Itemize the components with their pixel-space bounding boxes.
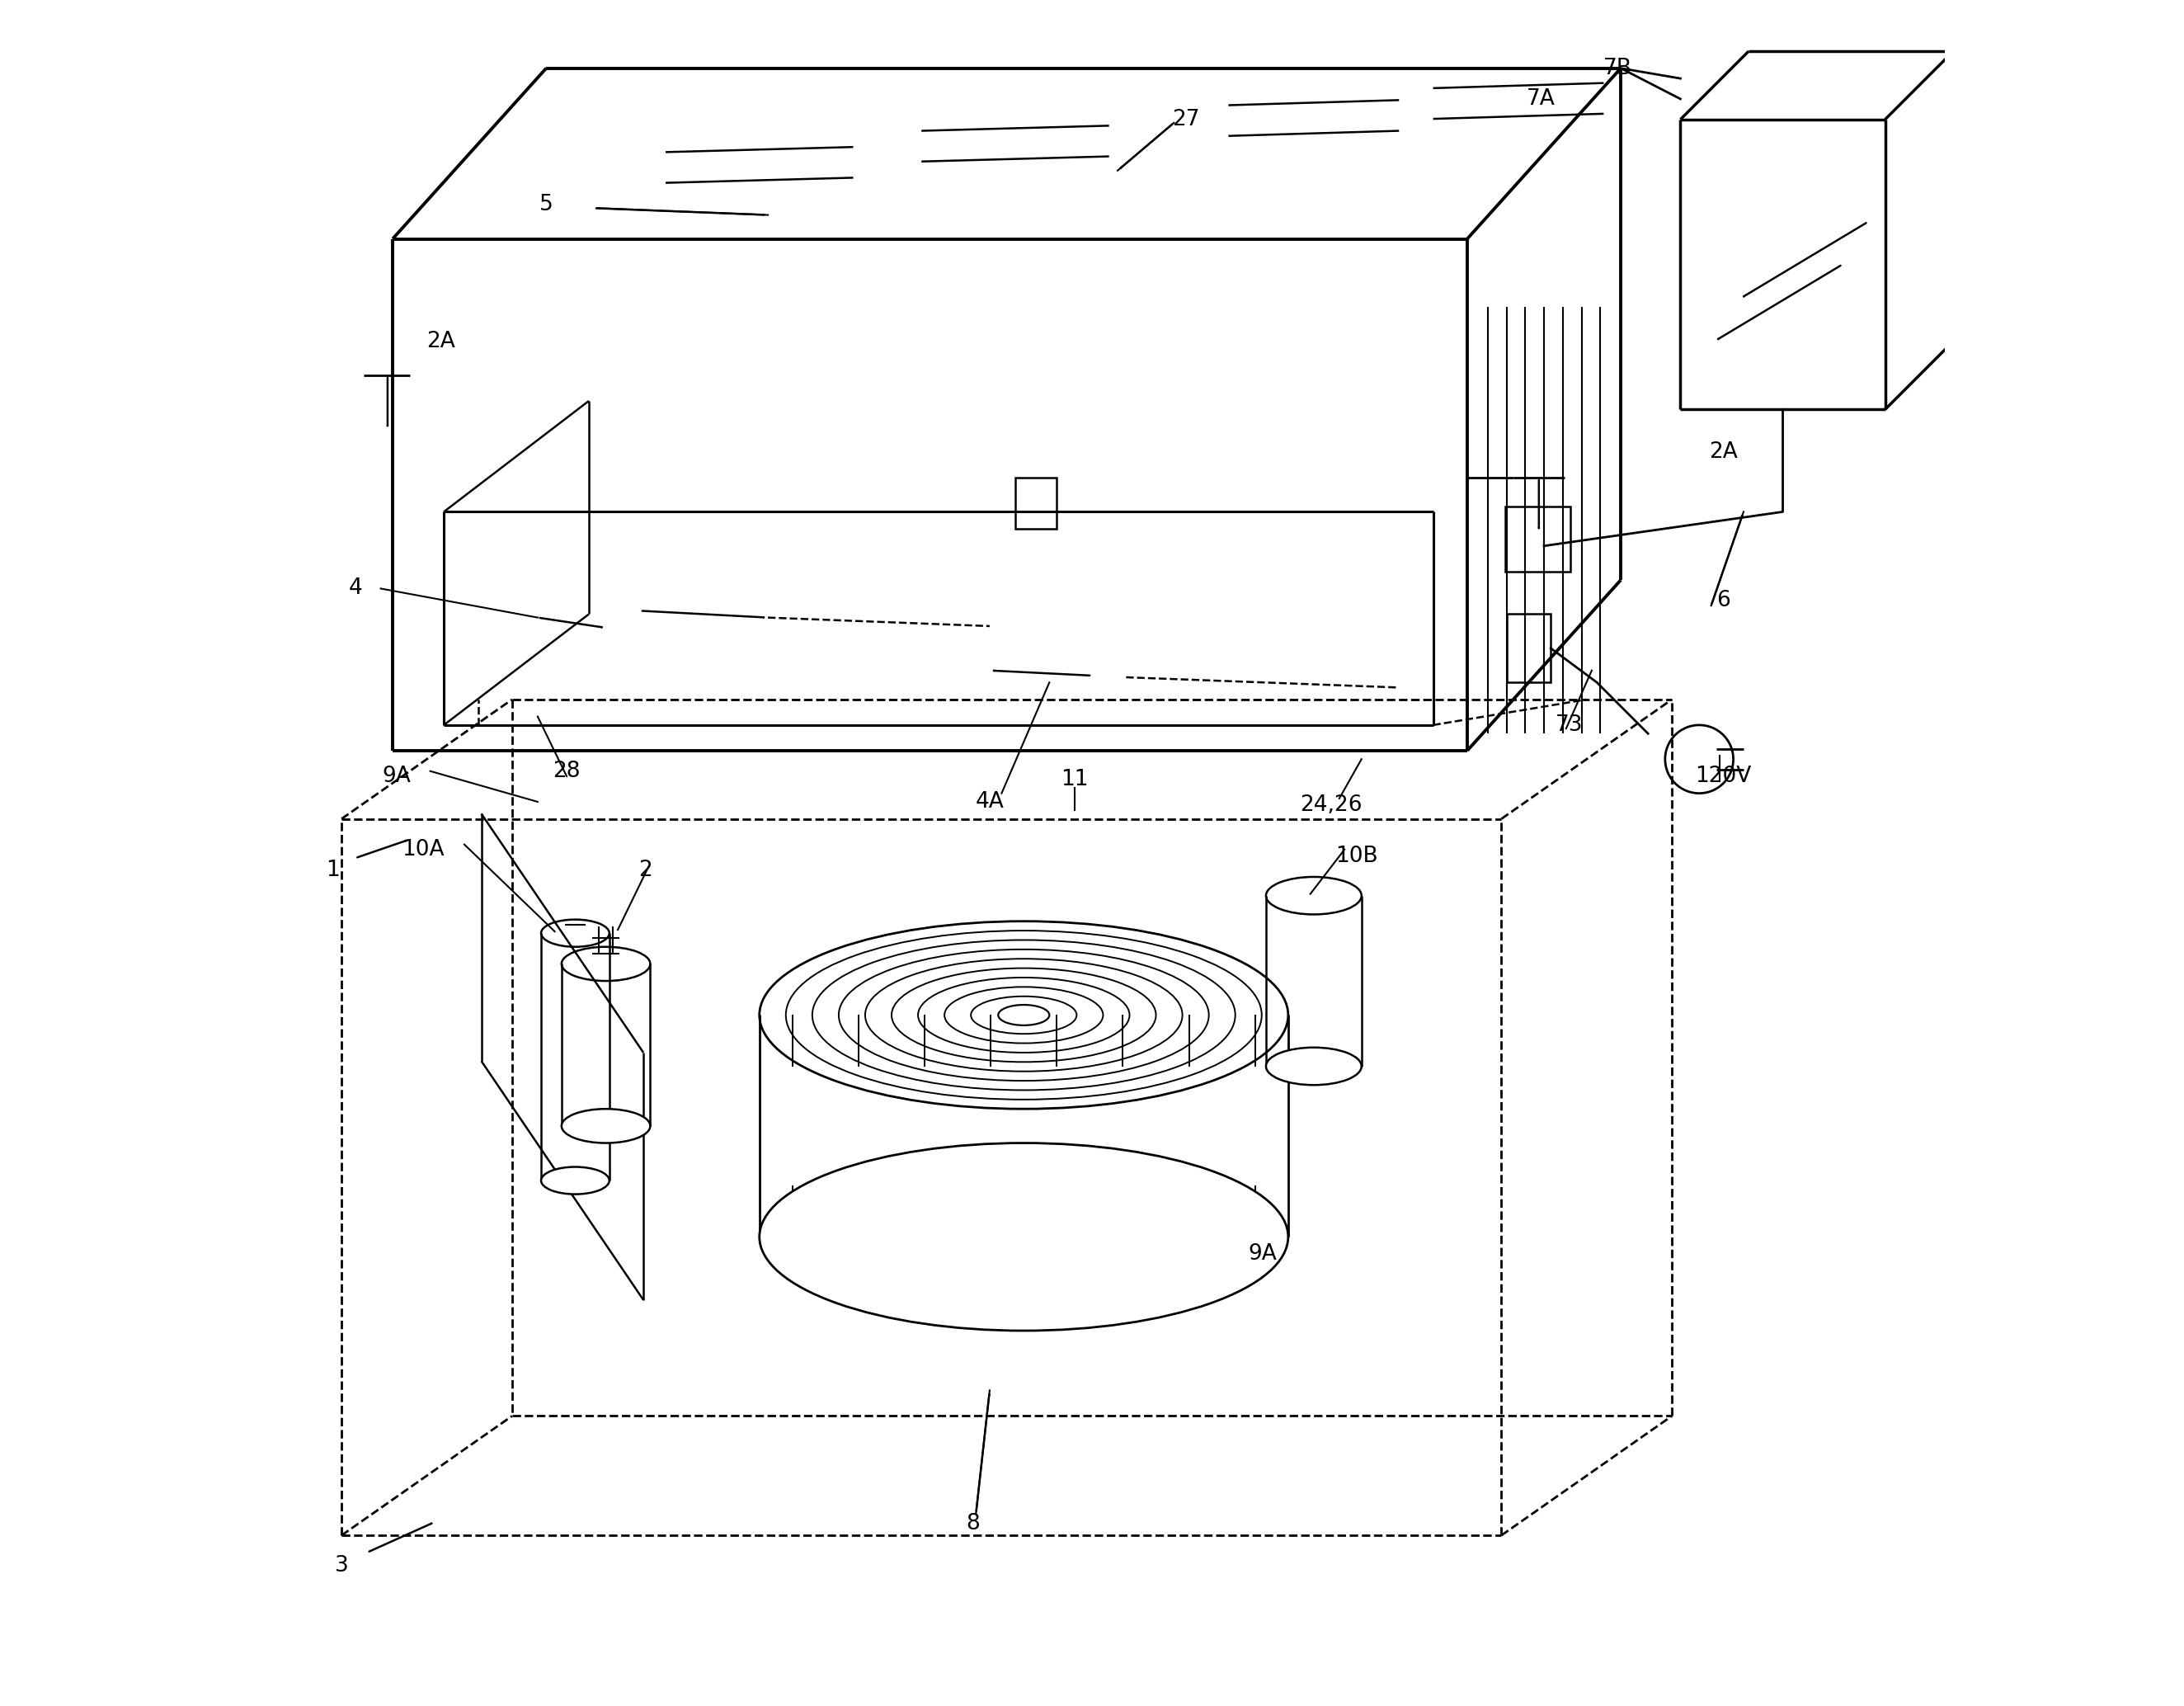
Text: 120V: 120V — [1695, 766, 1752, 786]
Text: 11: 11 — [1061, 769, 1090, 790]
Text: 24,26: 24,26 — [1299, 795, 1363, 815]
Text: 4: 4 — [347, 578, 363, 599]
Text: 3: 3 — [334, 1556, 349, 1576]
Text: 28: 28 — [553, 761, 581, 781]
Text: 73: 73 — [1555, 715, 1583, 735]
Ellipse shape — [998, 1005, 1048, 1025]
Text: 8: 8 — [965, 1513, 978, 1534]
Text: 6: 6 — [1717, 590, 1730, 611]
Ellipse shape — [561, 1109, 651, 1143]
Text: 2A: 2A — [1708, 442, 1738, 462]
Bar — [1505, 507, 1570, 572]
Ellipse shape — [760, 1143, 1289, 1331]
Text: 9A: 9A — [1249, 1244, 1278, 1264]
Bar — [1016, 478, 1057, 529]
Text: 4A: 4A — [976, 792, 1005, 812]
Text: 1: 1 — [325, 860, 341, 880]
Text: 10A: 10A — [402, 839, 446, 860]
Text: 10B: 10B — [1334, 846, 1378, 867]
Text: 5: 5 — [539, 194, 553, 215]
Text: 2A: 2A — [426, 331, 454, 351]
Text: 9A: 9A — [382, 766, 411, 786]
Text: 7B: 7B — [1603, 58, 1631, 78]
Text: 7A: 7A — [1527, 89, 1555, 109]
Bar — [1507, 614, 1551, 682]
Text: 27: 27 — [1173, 109, 1199, 130]
Text: 2: 2 — [638, 860, 653, 880]
Ellipse shape — [1267, 1047, 1361, 1085]
Ellipse shape — [542, 1167, 609, 1194]
